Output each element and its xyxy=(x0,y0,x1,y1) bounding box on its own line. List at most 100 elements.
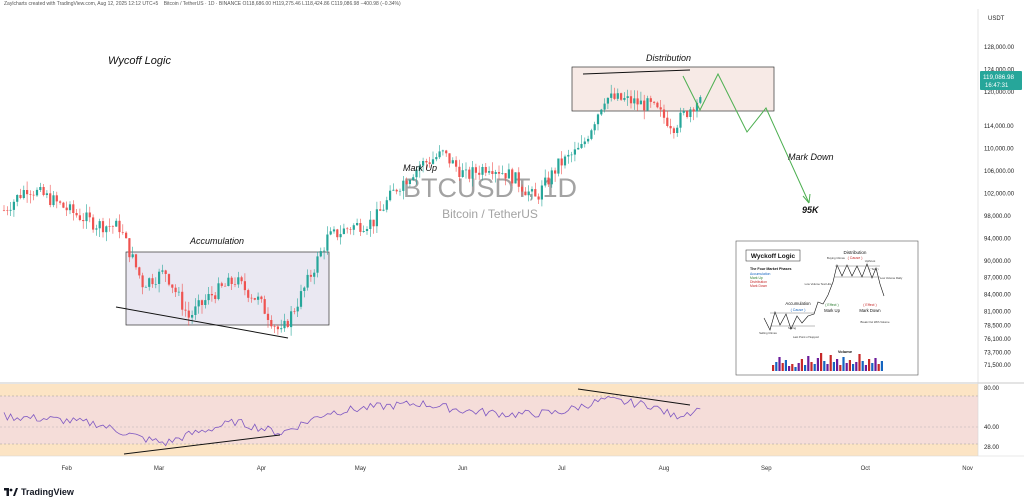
candle-body xyxy=(395,189,398,192)
candle-body xyxy=(547,177,550,185)
price-axis[interactable]: 128,000.00 124,000.00 120,000.00 114,000.00… xyxy=(984,45,1015,369)
inset-effect-markdown: ( Effect ) xyxy=(863,303,877,307)
candle-body xyxy=(45,193,48,195)
candle-body xyxy=(240,277,243,282)
candle-body xyxy=(375,209,378,227)
candle-body xyxy=(600,109,603,115)
candle-body xyxy=(309,274,312,277)
candle-body xyxy=(266,313,270,320)
candle-body xyxy=(458,166,461,177)
candle-body xyxy=(247,290,250,298)
inset-volume-bar xyxy=(781,363,784,371)
price-tick-label: 90,000.00 xyxy=(984,259,1011,265)
month-tick-label: Nov xyxy=(962,466,973,472)
candle-body xyxy=(263,299,266,314)
candle-body xyxy=(537,196,540,200)
inset-upthrust: Upthrust xyxy=(865,259,876,263)
time-axis[interactable]: Feb Mar Apr May Jun Jul Aug Sep Oct Nov xyxy=(62,466,973,472)
rsi-bearish-divergence-line[interactable] xyxy=(577,388,691,406)
inset-phases-title: The Four Market Phases xyxy=(750,267,792,271)
month-tick-label: Mar xyxy=(154,466,164,472)
candle-body xyxy=(636,98,639,105)
candle-body xyxy=(451,160,454,164)
candle-body xyxy=(273,326,276,327)
rsi-bullish-divergence-line[interactable] xyxy=(123,434,281,455)
rsi-band xyxy=(0,396,978,444)
candle-body xyxy=(385,200,388,210)
inset-distribution-cause: ( Cause ) xyxy=(848,256,863,260)
candle-body xyxy=(32,194,35,196)
price-tick-label: 106,000.00 xyxy=(984,169,1015,175)
candle-body xyxy=(52,195,55,206)
inset-volume-bar xyxy=(855,362,858,371)
candle-body xyxy=(530,189,534,192)
candle-body xyxy=(257,296,260,300)
inset-volume-label: Volume xyxy=(838,349,853,354)
inset-accumulation-cause: ( Cause ) xyxy=(791,308,806,312)
month-tick-label: Sep xyxy=(761,466,772,472)
candle-body xyxy=(468,169,471,179)
inset-phase-distribution: Distribution xyxy=(750,280,767,284)
accumulation-support-line[interactable] xyxy=(115,306,289,339)
chart-header: Zaylcharts created with TradingView.com,… xyxy=(0,0,1024,9)
candle-body xyxy=(138,267,141,276)
candle-body xyxy=(517,172,520,187)
inset-volume-bar xyxy=(816,358,819,371)
month-tick-label: May xyxy=(355,466,366,472)
wyckoff-inset[interactable]: Wyckoff Logic The Four Market Phases Acc… xyxy=(735,240,919,376)
candle-body xyxy=(580,144,583,148)
inset-volume-bar xyxy=(880,361,883,371)
candle-body xyxy=(210,294,213,296)
accumulation-box[interactable] xyxy=(125,251,330,326)
candle-body xyxy=(253,298,256,300)
candle-body xyxy=(121,232,124,233)
candle-body xyxy=(204,300,207,305)
target-label: 95K xyxy=(802,205,820,215)
price-tick-label: 114,000.00 xyxy=(984,124,1014,130)
candle-body xyxy=(461,170,464,177)
inset-volume-bar xyxy=(797,363,800,371)
inset-volume-bar xyxy=(868,359,871,371)
candles-layer xyxy=(2,84,702,336)
inset-volume-bar xyxy=(820,353,823,371)
candle-body xyxy=(35,189,39,196)
inset-volume-bar xyxy=(848,360,851,371)
candle-body xyxy=(356,223,359,226)
candle-body xyxy=(85,212,88,222)
candle-body xyxy=(392,189,395,191)
candle-body xyxy=(184,309,187,311)
candle-body xyxy=(115,220,118,227)
candle-body xyxy=(590,130,593,139)
candle-body xyxy=(118,220,121,233)
candle-body xyxy=(158,271,161,284)
distribution-resistance-line[interactable] xyxy=(582,69,691,75)
markup-label: Mark Up xyxy=(403,163,437,173)
candle-body xyxy=(603,103,606,110)
candle-body xyxy=(550,170,553,185)
candle-body xyxy=(402,180,405,191)
inset-last-point-support: Last Point of Support xyxy=(793,335,819,339)
candle-body xyxy=(154,284,157,285)
candle-body xyxy=(105,226,108,233)
candle-body xyxy=(669,126,672,129)
candle-body xyxy=(290,311,293,328)
inset-buying-climax: Buying Climax xyxy=(827,256,845,260)
candle-body xyxy=(593,124,596,131)
inset-volume-bar xyxy=(794,367,797,371)
candle-body xyxy=(181,291,184,310)
price-tick-label: 76,100.00 xyxy=(984,337,1011,343)
candle-body xyxy=(108,226,111,227)
candle-body xyxy=(39,187,42,190)
candle-body xyxy=(29,194,32,195)
tradingview-logo-icon xyxy=(4,488,18,496)
markdown-projection-path[interactable] xyxy=(682,72,810,204)
candle-body xyxy=(527,191,530,196)
inset-volume-bar xyxy=(800,359,803,371)
candle-body xyxy=(59,201,62,203)
candle-body xyxy=(626,96,629,98)
candle-body xyxy=(570,154,573,156)
inset-volume-bar xyxy=(845,363,848,371)
candle-body xyxy=(659,107,662,110)
inset-volume-bar xyxy=(832,362,835,371)
